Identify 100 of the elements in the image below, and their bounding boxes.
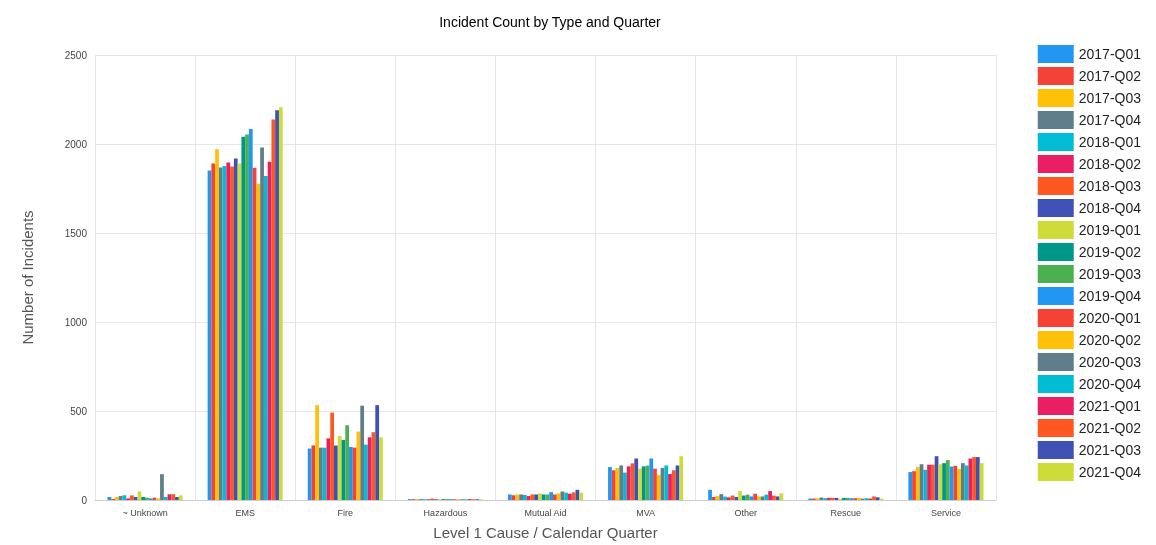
bar	[775, 496, 780, 500]
legend-label: 2020-Q01	[1078, 310, 1142, 326]
bar	[349, 446, 353, 500]
bar	[522, 495, 527, 500]
bar	[623, 472, 627, 500]
bar	[679, 456, 684, 500]
bar	[908, 472, 913, 500]
bar	[278, 107, 283, 500]
bar	[175, 496, 179, 500]
bar	[723, 496, 727, 500]
bar	[311, 445, 316, 500]
bar	[930, 464, 935, 500]
bar	[263, 176, 268, 500]
bar	[248, 129, 253, 500]
bar	[118, 496, 123, 500]
bar	[553, 494, 557, 500]
bar	[772, 495, 776, 500]
x-tick-label: EMS	[235, 507, 255, 518]
bar	[738, 491, 742, 500]
bar	[875, 497, 880, 500]
x-tick-label: Service	[930, 507, 961, 518]
bar	[634, 458, 639, 500]
x-tick-label: Other	[734, 507, 757, 518]
bar	[734, 496, 739, 500]
y-tick-label: 0	[81, 494, 88, 506]
bar	[163, 496, 168, 500]
bar	[360, 405, 365, 500]
bar	[923, 469, 928, 500]
bar	[345, 425, 350, 500]
bar	[375, 405, 380, 500]
legend-label: 2017-Q03	[1078, 90, 1142, 106]
bar	[741, 495, 746, 500]
legend-label: 2017-Q04	[1078, 112, 1142, 128]
bar	[141, 496, 146, 500]
bar	[133, 496, 138, 500]
bar	[115, 496, 119, 500]
bar	[764, 494, 769, 500]
bar	[915, 467, 920, 500]
bar	[579, 492, 584, 500]
legend-label: 2020-Q03	[1078, 354, 1142, 370]
x-tick-label: Rescue	[830, 507, 862, 518]
bar	[534, 494, 538, 500]
bar	[367, 437, 372, 500]
bar	[245, 134, 249, 500]
bar	[830, 497, 835, 500]
legend-label: 2018-Q03	[1078, 178, 1142, 194]
bar	[215, 149, 219, 500]
legend-label: 2018-Q01	[1078, 134, 1142, 150]
bar	[549, 492, 554, 500]
bar	[556, 493, 561, 500]
bar	[334, 445, 338, 500]
bar	[638, 468, 642, 500]
bar	[912, 471, 916, 500]
bar	[379, 437, 383, 500]
bar	[160, 474, 164, 500]
bar	[668, 474, 672, 500]
bar	[530, 494, 535, 500]
legend-label: 2019-Q04	[1078, 288, 1142, 304]
bar	[957, 468, 961, 500]
y-axis-title: Number of Incidents	[19, 210, 36, 345]
bar	[608, 467, 612, 500]
bar	[972, 457, 976, 500]
bar	[726, 497, 731, 500]
bar	[671, 470, 676, 500]
bar	[130, 495, 134, 500]
bar	[352, 447, 357, 500]
bar	[537, 493, 542, 500]
x-tick-label: Fire	[337, 507, 354, 518]
legend-label: 2021-Q03	[1078, 442, 1142, 458]
bar	[568, 493, 572, 500]
bar	[218, 167, 223, 500]
bar	[337, 436, 342, 500]
bar	[664, 465, 669, 500]
x-tick-label: MVA	[636, 507, 656, 518]
bar	[211, 163, 216, 500]
bar	[945, 460, 950, 500]
bar	[845, 497, 850, 500]
bar	[749, 496, 754, 500]
bar	[275, 110, 279, 500]
bar	[927, 464, 931, 500]
legend-label: 2020-Q04	[1078, 376, 1142, 392]
bar	[656, 474, 661, 500]
x-tick-label: Hazardous	[423, 507, 468, 518]
bar	[178, 495, 183, 500]
bar	[541, 494, 546, 500]
bar	[330, 412, 335, 500]
bar	[241, 136, 246, 500]
bar	[171, 494, 176, 500]
bar	[256, 183, 261, 500]
y-tick-label: 1500	[64, 227, 88, 239]
bar	[226, 162, 231, 500]
bar	[760, 496, 765, 500]
bar	[768, 491, 772, 500]
bar	[626, 466, 631, 500]
y-tick-label: 2500	[64, 49, 88, 61]
x-tick-label: Mutual Aid	[524, 507, 567, 518]
bar	[711, 496, 716, 500]
bar	[719, 494, 724, 500]
bar	[260, 147, 264, 500]
legend-label: 2017-Q01	[1078, 46, 1142, 62]
